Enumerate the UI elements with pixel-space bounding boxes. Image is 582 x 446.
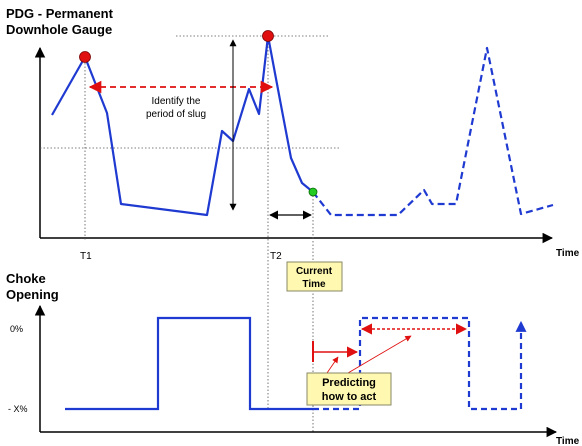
top-chart-title-line2: Downhole Gauge xyxy=(6,22,112,37)
pointer-to-delay xyxy=(326,356,339,374)
top-chart-title-line1: PDG - Permanent xyxy=(6,6,114,21)
current-point-marker xyxy=(308,187,318,197)
choke-opening-line xyxy=(65,316,313,411)
tick-label-t2: T2 xyxy=(270,251,282,262)
top-x-axis-label: Time xyxy=(556,248,580,259)
current-time-box xyxy=(286,261,343,292)
predicting-line1: Predicting xyxy=(322,377,376,389)
predicting-note: Predicting how to act xyxy=(306,372,392,406)
y-tick-zero-percent: 0% xyxy=(10,324,23,334)
slug-annotation-line2: period of slug xyxy=(146,109,206,120)
bottom-chart: Choke Opening Time 0% - X% xyxy=(6,271,580,446)
bottom-chart-title-line1: Choke xyxy=(6,271,46,286)
predicting-box xyxy=(306,372,392,406)
peak-marker-t2 xyxy=(262,30,274,42)
slug-annotation-line1: Identify the xyxy=(152,96,201,107)
current-time-note: Current Time xyxy=(286,261,343,292)
current-time-line1: Current xyxy=(296,266,333,277)
choke-predicted-line xyxy=(313,316,527,411)
predicting-line2: how to act xyxy=(322,391,377,403)
pdg-pressure-line xyxy=(51,34,314,217)
tick-label-t1: T1 xyxy=(80,251,92,262)
y-tick-minus-x-percent: - X% xyxy=(8,404,28,414)
pdg-predicted-line xyxy=(312,46,554,217)
top-chart: PDG - Permanent Downhole Gauge Time Iden… xyxy=(6,6,580,432)
peak-marker-t1 xyxy=(79,51,91,63)
bottom-x-axis-label: Time xyxy=(556,436,580,446)
pointer-to-duration xyxy=(347,335,412,374)
current-time-line2: Time xyxy=(302,279,326,290)
bottom-chart-title-line2: Opening xyxy=(6,287,59,302)
